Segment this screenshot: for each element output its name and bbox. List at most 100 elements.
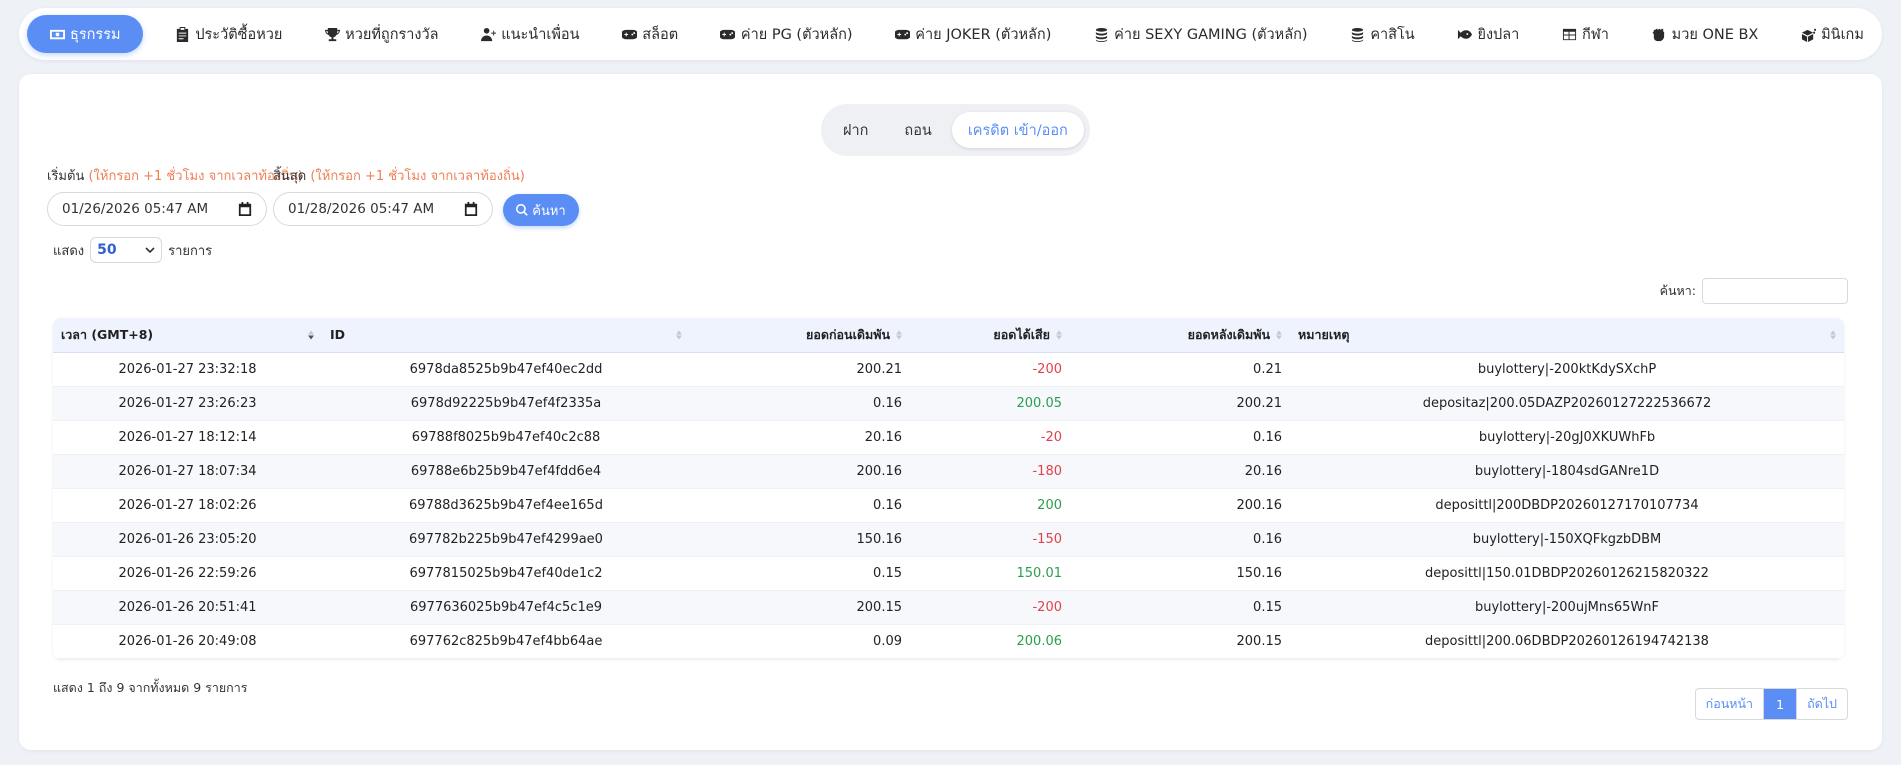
cell-note: buylottery|-1804sdGANre1D (1290, 454, 1844, 489)
cell-after: 0.15 (1070, 590, 1290, 625)
end-date-value: 01/28/2026 05:47 AM (288, 201, 435, 217)
cell-before: 0.16 (690, 386, 910, 421)
nav-item-label: ประวัติซื้อหวย (195, 26, 283, 43)
nav-item-9[interactable]: ยิงปลา (1446, 15, 1529, 53)
cell-after: 200.15 (1070, 624, 1290, 659)
cell-after: 0.16 (1070, 522, 1290, 557)
cell-after: 200.21 (1070, 386, 1290, 421)
pagination-previous[interactable]: ก่อนหน้า (1696, 689, 1765, 719)
tab-withdraw[interactable]: ถอน (904, 122, 932, 139)
chevron-down-icon (145, 245, 155, 255)
nav-item-label: หวยที่ถูกรางวัล (345, 26, 439, 43)
cell-id: 6977815025b9b47ef40de1c2 (322, 556, 690, 591)
table-search-label: ค้นหา: (1659, 283, 1696, 298)
cell-after: 0.21 (1070, 352, 1290, 387)
cell-note: buylottery|-150XQFkgzbDBM (1290, 522, 1844, 557)
money-icon (49, 26, 65, 42)
nav-item-3[interactable]: แนะนำเพื่อน (470, 15, 589, 53)
start-hint-text: (ให้กรอก +1 ชั่วโมง จากเวลาท้องถิ่น) (88, 169, 303, 184)
cell-amount: -150 (910, 522, 1070, 557)
end-hint-text: (ให้กรอก +1 ชั่วโมง จากเวลาท้องถิ่น) (310, 169, 525, 184)
cell-note: buylottery|-200ktKdySXchP (1290, 352, 1844, 387)
clipboard-icon (174, 26, 190, 42)
cell-amount: 200.05 (910, 386, 1070, 421)
start-date-label: เริ่มต้น (ให้กรอก +1 ชั่วโมง จากเวลาท้อง… (47, 165, 303, 186)
nav-item-4[interactable]: สล็อต (611, 15, 688, 53)
table-search-input[interactable] (1702, 278, 1848, 304)
column-header-time[interactable]: เวลา (GMT+8) (53, 318, 322, 353)
table-icon (1561, 26, 1577, 42)
table-row: 2026-01-26 23:05:20 697782b225b9b47ef4299… (53, 522, 1844, 557)
fist-icon (1651, 26, 1667, 42)
sort-icon (1830, 330, 1836, 340)
column-header-after[interactable]: ยอดหลังเดิมพัน (1070, 318, 1290, 353)
cell-before: 20.16 (690, 420, 910, 455)
nav-item-label: ค่าย PG (ตัวหลัก) (740, 26, 853, 43)
cell-amount: -200 (910, 352, 1070, 387)
column-header-amount-label: ยอดได้เสีย (993, 326, 1050, 342)
sort-icon (1276, 330, 1282, 340)
column-header-before[interactable]: ยอดก่อนเดิมพัน (690, 318, 910, 353)
cell-amount: -20 (910, 420, 1070, 455)
nav-item-8[interactable]: คาสิโน (1339, 15, 1424, 53)
cell-time: 2026-01-27 18:12:14 (53, 420, 322, 455)
search-button-label: ค้นหา (532, 203, 566, 219)
nav-item-12[interactable]: มินิเกม (1790, 15, 1874, 53)
nav-item-1[interactable]: ประวัติซื้อหวย (164, 15, 292, 53)
column-header-id-label: ID (330, 327, 346, 343)
search-button[interactable]: ค้นหา (503, 194, 579, 226)
sort-icon (676, 330, 682, 340)
page-size-value: 50 (97, 242, 117, 258)
nav-item-label: ค่าย SEXY GAMING (ตัวหลัก) (1114, 26, 1308, 43)
gamepad-icon (621, 26, 637, 42)
pagination-page-1[interactable]: 1 (1764, 689, 1797, 719)
column-header-amount[interactable]: ยอดได้เสีย (910, 318, 1070, 353)
cell-before: 200.15 (690, 590, 910, 625)
gamepad-icon (720, 26, 736, 42)
tab-credit[interactable]: เครดิต เข้า/ออก (951, 112, 1084, 148)
page-size-select[interactable]: 50 (90, 237, 163, 263)
table-row: 2026-01-26 20:51:41 6977636025b9b47ef4c5c… (53, 590, 1844, 625)
column-header-id[interactable]: ID (322, 318, 690, 353)
table-row: 2026-01-27 23:32:18 6978da8525b9b47ef40ec… (53, 352, 1844, 387)
cell-before: 200.16 (690, 454, 910, 489)
nav-item-label: กีฬา (1582, 26, 1609, 43)
nav-item-6[interactable]: ค่าย JOKER (ตัวหลัก) (884, 15, 1061, 53)
cell-id: 69788f8025b9b47ef40c2c88 (322, 420, 690, 455)
calendar-icon[interactable] (464, 202, 478, 216)
cell-after: 150.16 (1070, 556, 1290, 591)
cell-note: depositaz|200.05DAZP20260127222536672 (1290, 386, 1844, 421)
calendar-icon[interactable] (238, 202, 252, 216)
end-date-input[interactable]: 01/28/2026 05:47 AM (273, 192, 493, 226)
nav-item-label: มินิเกม (1821, 26, 1864, 43)
nav-item-2[interactable]: หวยที่ถูกรางวัล (314, 15, 448, 53)
coins-icon (1349, 26, 1365, 42)
cell-time: 2026-01-26 20:51:41 (53, 590, 322, 625)
cell-time: 2026-01-27 23:26:23 (53, 386, 322, 421)
cell-after: 200.16 (1070, 488, 1290, 523)
end-date-label: สิ้นสุด (ให้กรอก +1 ชั่วโมง จากเวลาท้องถ… (273, 165, 525, 186)
column-header-note[interactable]: หมายเหตุ (1290, 318, 1844, 353)
table-search: ค้นหา: (1660, 278, 1848, 304)
column-header-note-label: หมายเหตุ (1298, 326, 1350, 342)
start-date-input[interactable]: 01/26/2026 05:47 AM (47, 192, 267, 226)
column-header-after-label: ยอดหลังเดิมพัน (1187, 326, 1270, 342)
cell-before: 200.21 (690, 352, 910, 387)
nav-item-10[interactable]: กีฬา (1551, 15, 1619, 53)
table-row: 2026-01-27 18:12:14 69788f8025b9b47ef40c2… (53, 420, 1844, 455)
tab-deposit[interactable]: ฝาก (843, 122, 869, 139)
pagination-next[interactable]: ถัดไป (1796, 689, 1847, 719)
nav-item-11[interactable]: มวย ONE BX (1641, 15, 1769, 53)
cell-id: 69788e6b25b9b47ef4fdd6e4 (322, 454, 690, 489)
nav-item-5[interactable]: ค่าย PG (ตัวหลัก) (710, 15, 863, 53)
nav-item-0[interactable]: ธุรกรรม (27, 15, 143, 53)
nav-item-label: ค่าย JOKER (ตัวหลัก) (915, 26, 1052, 43)
table-info: แสดง 1 ถึง 9 จากทั้งหมด 9 รายการ (53, 680, 248, 695)
nav-item-7[interactable]: ค่าย SEXY GAMING (ตัวหลัก) (1083, 15, 1317, 53)
cell-id: 6978d92225b9b47ef4f2335a (322, 386, 690, 421)
cell-time: 2026-01-26 22:59:26 (53, 556, 322, 591)
cell-before: 150.16 (690, 522, 910, 557)
sort-icon (896, 330, 902, 340)
length-prefix: แสดง (53, 243, 85, 259)
cell-time: 2026-01-27 23:32:18 (53, 352, 322, 387)
